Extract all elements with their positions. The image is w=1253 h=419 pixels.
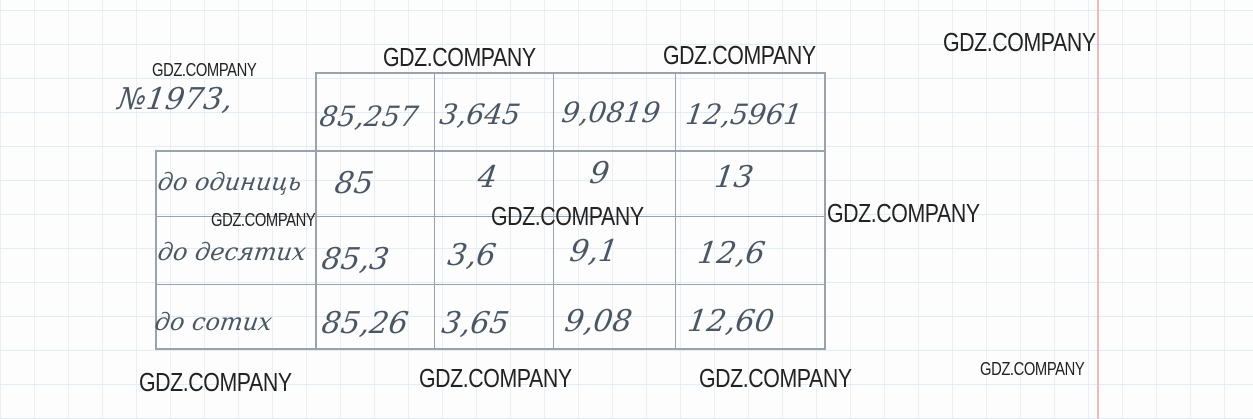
table-divider [155, 150, 826, 152]
cell-value: 9,1 [567, 234, 621, 269]
table-divider [315, 72, 317, 350]
watermark: GDZ.COMPANY [152, 60, 257, 80]
watermark: GDZ.COMPANY [663, 40, 816, 70]
table-border-bottom [155, 348, 826, 350]
watermark: GDZ.COMPANY [139, 367, 292, 397]
cell-value: 12,60 [685, 304, 777, 339]
table-divider [155, 216, 826, 217]
table-border-top [315, 72, 826, 74]
row-label: до одиниць [156, 168, 304, 196]
header-value: 85,257 [317, 100, 421, 133]
watermark: GDZ.COMPANY [943, 27, 1096, 57]
cell-value: 85,3 [319, 242, 392, 277]
watermark: GDZ.COMPANY [491, 201, 644, 231]
problem-number: №1973, [115, 82, 235, 117]
cell-value: 13 [712, 160, 756, 195]
table-divider [434, 72, 435, 350]
table-border-right [824, 72, 826, 350]
watermark: GDZ.COMPANY [827, 198, 980, 228]
watermark: GDZ.COMPANY [211, 210, 316, 230]
table-border-left [155, 150, 157, 350]
cell-value: 3,6 [445, 238, 499, 273]
table-divider [553, 72, 554, 350]
table-divider [675, 72, 676, 350]
row-label: до сотих [153, 308, 274, 336]
row-label: до десятих [156, 238, 308, 266]
header-value: 12,5961 [683, 98, 805, 131]
header-value: 9,0819 [559, 96, 663, 129]
table-divider [155, 284, 826, 285]
notebook-margin-line [1097, 0, 1099, 419]
cell-value: 3,65 [439, 306, 512, 341]
cell-value: 12,6 [695, 236, 768, 271]
watermark: GDZ.COMPANY [419, 363, 572, 393]
watermark: GDZ.COMPANY [980, 359, 1085, 379]
cell-value: 4 [475, 160, 500, 195]
cell-value: 85 [332, 166, 376, 201]
cell-value: 9 [587, 156, 612, 191]
header-value: 3,645 [437, 98, 523, 131]
cell-value: 85,26 [319, 306, 411, 341]
watermark: GDZ.COMPANY [699, 363, 852, 393]
watermark: GDZ.COMPANY [383, 42, 536, 72]
cell-value: 9,08 [562, 304, 635, 339]
